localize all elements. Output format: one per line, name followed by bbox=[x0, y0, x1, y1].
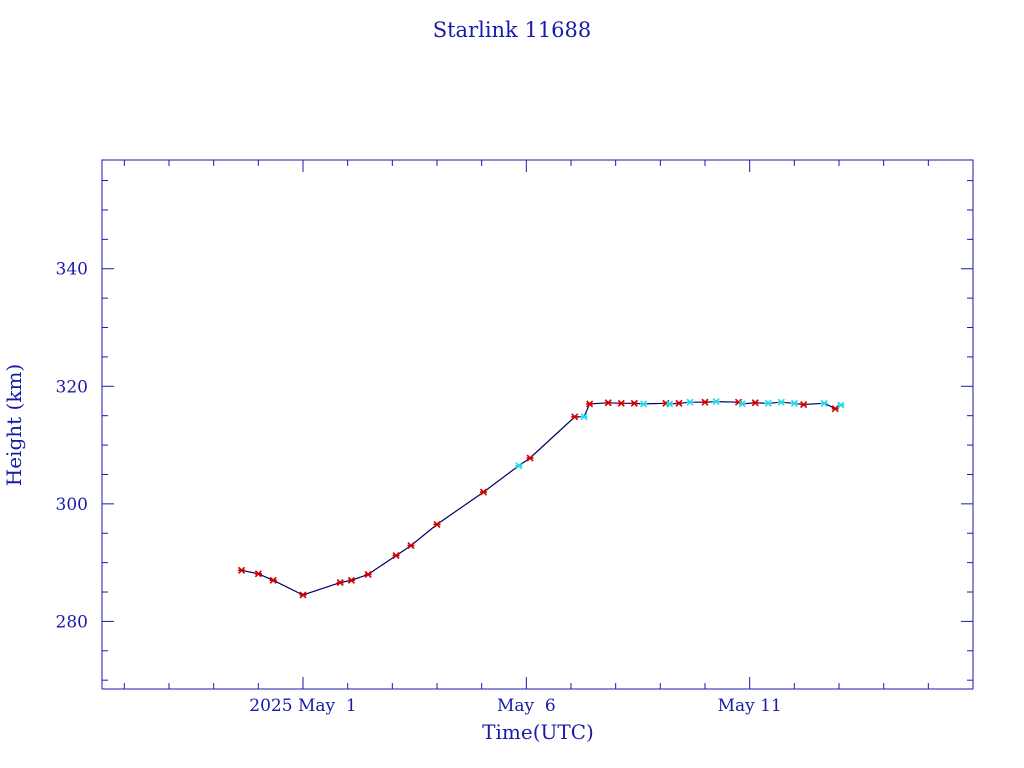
cyan-data-point bbox=[640, 400, 648, 408]
red-data-point bbox=[751, 399, 759, 407]
red-data-point bbox=[630, 399, 638, 407]
x-tick-label: May 11 bbox=[718, 696, 782, 716]
red-data-point bbox=[571, 413, 579, 421]
plot-frame bbox=[101, 159, 974, 690]
axis-ticks bbox=[102, 160, 973, 689]
x-tick-label: May 6 bbox=[497, 696, 556, 716]
y-axis-label: Height (km) bbox=[2, 364, 26, 486]
height-trend-line bbox=[241, 400, 842, 596]
cyan-data-point bbox=[777, 398, 785, 406]
red-data-point bbox=[364, 570, 372, 578]
red-data-point bbox=[407, 542, 415, 550]
red-data-point bbox=[433, 520, 441, 528]
red-data-point bbox=[479, 488, 488, 496]
red-data-point bbox=[238, 566, 246, 574]
red-data-point bbox=[831, 405, 839, 413]
cyan-data-point bbox=[790, 399, 798, 407]
tick-labels: 280 300 320 340 2025 May 1 May 6 May 11 bbox=[56, 260, 782, 716]
cyan-data-point bbox=[515, 462, 523, 470]
x-axis-label: Time(UTC) bbox=[482, 720, 594, 744]
y-tick-label: 280 bbox=[56, 612, 88, 632]
red-data-point bbox=[701, 398, 709, 406]
cyan-data-point bbox=[712, 398, 720, 406]
red-data-point bbox=[586, 400, 594, 408]
cyan-data-point bbox=[686, 398, 694, 406]
cyan-data-point bbox=[738, 400, 746, 408]
red-data-point bbox=[336, 579, 344, 587]
cyan-data-point bbox=[764, 399, 772, 407]
cyan-data-point bbox=[837, 401, 845, 409]
red-data-point bbox=[526, 454, 534, 462]
red-data-point bbox=[254, 570, 262, 578]
red-data-point bbox=[347, 576, 355, 584]
chart-title: Starlink 11688 bbox=[433, 18, 592, 42]
red-data-point bbox=[299, 591, 307, 599]
red-data-point bbox=[617, 399, 625, 407]
red-data-point bbox=[392, 552, 400, 560]
red-data-point bbox=[800, 400, 808, 409]
cyan-data-point bbox=[666, 400, 674, 408]
cyan-data-point bbox=[820, 399, 828, 407]
red-data-point bbox=[604, 399, 612, 407]
y-tick-label: 340 bbox=[56, 260, 88, 280]
red-data-point bbox=[675, 399, 683, 407]
data-markers bbox=[238, 398, 845, 599]
y-tick-label: 300 bbox=[56, 495, 88, 515]
x-tick-label: 2025 May 1 bbox=[249, 696, 356, 716]
red-data-point bbox=[269, 576, 277, 584]
y-tick-label: 320 bbox=[56, 377, 88, 397]
cyan-data-point bbox=[580, 413, 588, 421]
